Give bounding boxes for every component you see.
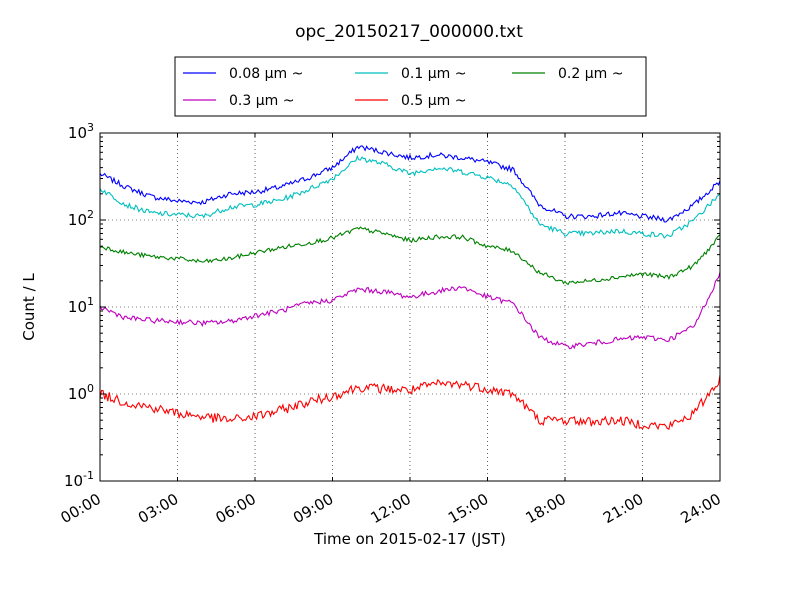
y-tick-exponent: 2: [87, 208, 94, 221]
legend-box: [174, 56, 647, 117]
series-line: [99, 226, 721, 286]
y-tick-label: 100: [68, 382, 94, 403]
series-line: [99, 272, 721, 350]
series-line: [99, 154, 721, 239]
y-tick-exponent: 3: [87, 121, 94, 134]
legend-label: 0.3 μm ~: [229, 93, 294, 109]
chart-title: opc_20150217_000000.txt: [295, 22, 523, 42]
y-tick-base: 10: [68, 124, 87, 142]
series-line: [99, 374, 721, 431]
series-line: [99, 145, 721, 223]
y-tick-exponent: 1: [87, 295, 94, 308]
y-tick-label: 103: [68, 121, 94, 142]
legend-label: 0.2 μm ~: [558, 66, 623, 82]
grid-lines: [100, 133, 720, 481]
legend-label: 0.5 μm ~: [401, 93, 466, 109]
y-tick-exponent: 0: [87, 382, 94, 395]
y-tick-exponent: -1: [83, 469, 94, 482]
legend-label: 0.08 μm ~: [229, 66, 303, 82]
y-tick-base: 10: [64, 472, 83, 490]
y-tick-base: 10: [68, 385, 87, 403]
y-tick-label: 101: [68, 295, 94, 316]
x-axis-label: Time on 2015-02-17 (JST): [313, 530, 506, 548]
y-tick-label: 10-1: [64, 469, 94, 490]
y-axis-label: Count / L: [20, 273, 38, 341]
y-tick-base: 10: [68, 211, 87, 229]
legend-label: 0.1 μm ~: [401, 66, 466, 82]
y-tick-base: 10: [68, 298, 87, 316]
series-lines: [99, 145, 721, 431]
legend: 0.08 μm ~ 0.1 μm ~ 0.2 μm ~ 0.3 μm ~ 0.5 μm …: [174, 56, 647, 117]
axis-ticks: [99, 132, 721, 482]
y-tick-label: 102: [68, 208, 94, 229]
